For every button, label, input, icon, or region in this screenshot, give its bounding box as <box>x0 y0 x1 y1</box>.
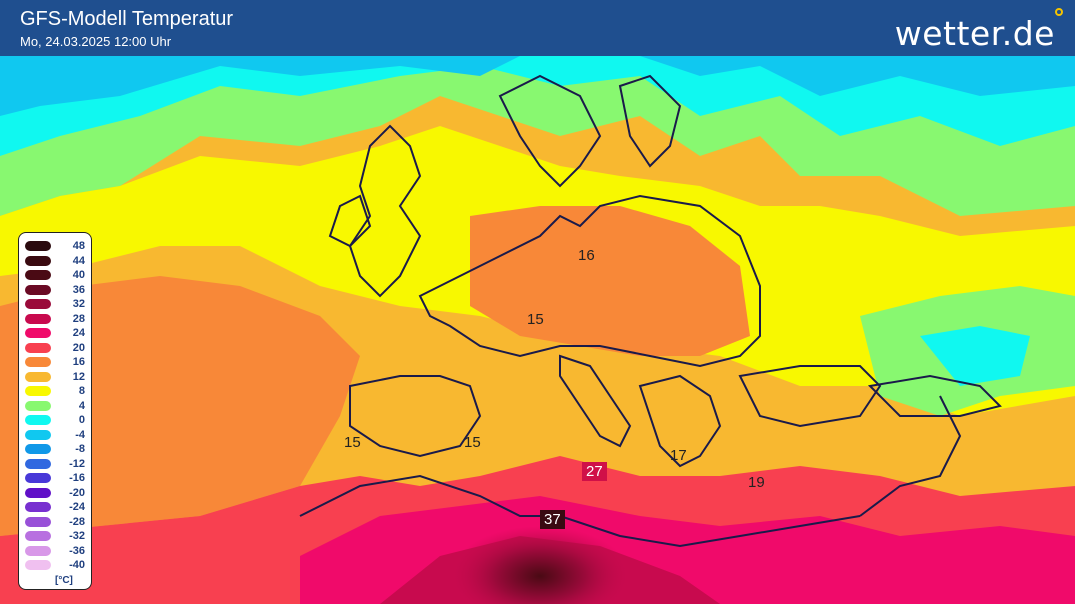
temp-label-central-europe: 16 <box>578 247 595 264</box>
temp-label-north-africa: 37 <box>540 510 565 529</box>
legend-label: -40 <box>69 559 85 572</box>
legend-row: 44 <box>25 254 91 269</box>
legend-swatch <box>25 487 51 498</box>
temp-label-greece: 17 <box>670 447 687 464</box>
legend-swatch <box>25 255 51 266</box>
legend-label: -16 <box>69 472 85 485</box>
legend-label: -24 <box>69 501 85 514</box>
legend-row: -4 <box>25 428 91 443</box>
legend-row: 32 <box>25 297 91 312</box>
legend-label: 24 <box>72 327 85 340</box>
legend-label: 28 <box>72 312 85 325</box>
legend-swatch <box>25 270 51 281</box>
sun-logo-icon <box>1055 8 1063 16</box>
legend-label: -8 <box>75 443 85 456</box>
legend-row: 8 <box>25 384 91 399</box>
legend-swatch <box>25 371 51 382</box>
page-title: GFS-Modell Temperatur <box>20 8 234 30</box>
legend-unit: [°C] <box>55 574 73 586</box>
legend-label: -32 <box>69 530 85 543</box>
legend-row: -32 <box>25 529 91 544</box>
temp-label-turkey: 19 <box>748 474 765 491</box>
legend-label: 48 <box>72 240 85 253</box>
legend-swatch <box>25 386 51 397</box>
legend-swatch <box>25 241 51 252</box>
legend-label: 44 <box>72 254 85 267</box>
legend-swatch <box>25 502 51 513</box>
legend-swatch <box>25 415 51 426</box>
timestamp: Mo, 24.03.2025 12:00 Uhr <box>20 34 172 49</box>
legend-row: 48 <box>25 239 91 254</box>
legend-label: 8 <box>78 385 85 398</box>
legend-label: 12 <box>72 370 85 383</box>
legend-swatch <box>25 357 51 368</box>
legend-label: -28 <box>69 515 85 528</box>
legend-label: 20 <box>72 341 85 354</box>
legend-row: -8 <box>25 442 91 457</box>
legend-row: -40 <box>25 558 91 573</box>
legend-swatch <box>25 444 51 455</box>
legend-swatch <box>25 299 51 310</box>
legend-row: 28 <box>25 312 91 327</box>
legend-row: 40 <box>25 268 91 283</box>
legend-swatch <box>25 473 51 484</box>
legend-row: 20 <box>25 341 91 356</box>
legend-swatch <box>25 429 51 440</box>
legend-swatch <box>25 545 51 556</box>
temp-label-portugal: 15 <box>344 434 361 451</box>
header-bar: GFS-Modell Temperatur Mo, 24.03.2025 12:… <box>0 0 1075 56</box>
temp-label-spain: 15 <box>464 434 481 451</box>
legend-row: 24 <box>25 326 91 341</box>
legend-label: -36 <box>69 544 85 557</box>
legend-row: 16 <box>25 355 91 370</box>
legend-row: 12 <box>25 370 91 385</box>
legend-label: 16 <box>72 356 85 369</box>
legend-swatch <box>25 400 51 411</box>
legend-row: -36 <box>25 544 91 559</box>
legend-row: -28 <box>25 515 91 530</box>
legend-swatch <box>25 516 51 527</box>
legend-row: -24 <box>25 500 91 515</box>
legend-label: -4 <box>75 428 85 441</box>
legend-swatch <box>25 342 51 353</box>
legend-label: 0 <box>78 414 85 427</box>
legend-swatch <box>25 284 51 295</box>
legend-row: -16 <box>25 471 91 486</box>
legend-label: 32 <box>72 298 85 311</box>
legend-swatch <box>25 560 51 571</box>
legend-row: 0 <box>25 413 91 428</box>
temperature-map[interactable] <box>0 56 1075 604</box>
legend-swatch <box>25 458 51 469</box>
temperature-legend: 48 44 40 36 32 28 24 20 16 12 8 4 0 -4 -8 -12 -16 -20 -24-… <box>18 232 92 590</box>
legend-row: -20 <box>25 486 91 501</box>
legend-swatch <box>25 313 51 324</box>
legend-label: 36 <box>72 283 85 296</box>
legend-label: -20 <box>69 486 85 499</box>
legend-row: 36 <box>25 283 91 298</box>
legend-label: -12 <box>69 457 85 470</box>
temp-label-sicily: 27 <box>582 462 607 481</box>
legend-label: 4 <box>78 399 85 412</box>
brand-logo[interactable]: wetter.de <box>894 14 1055 53</box>
legend-swatch <box>25 531 51 542</box>
temp-label-switzerland: 15 <box>527 311 544 328</box>
legend-label: 40 <box>72 269 85 282</box>
legend-row: 4 <box>25 399 91 414</box>
legend-swatch <box>25 328 51 339</box>
legend-row: -12 <box>25 457 91 472</box>
